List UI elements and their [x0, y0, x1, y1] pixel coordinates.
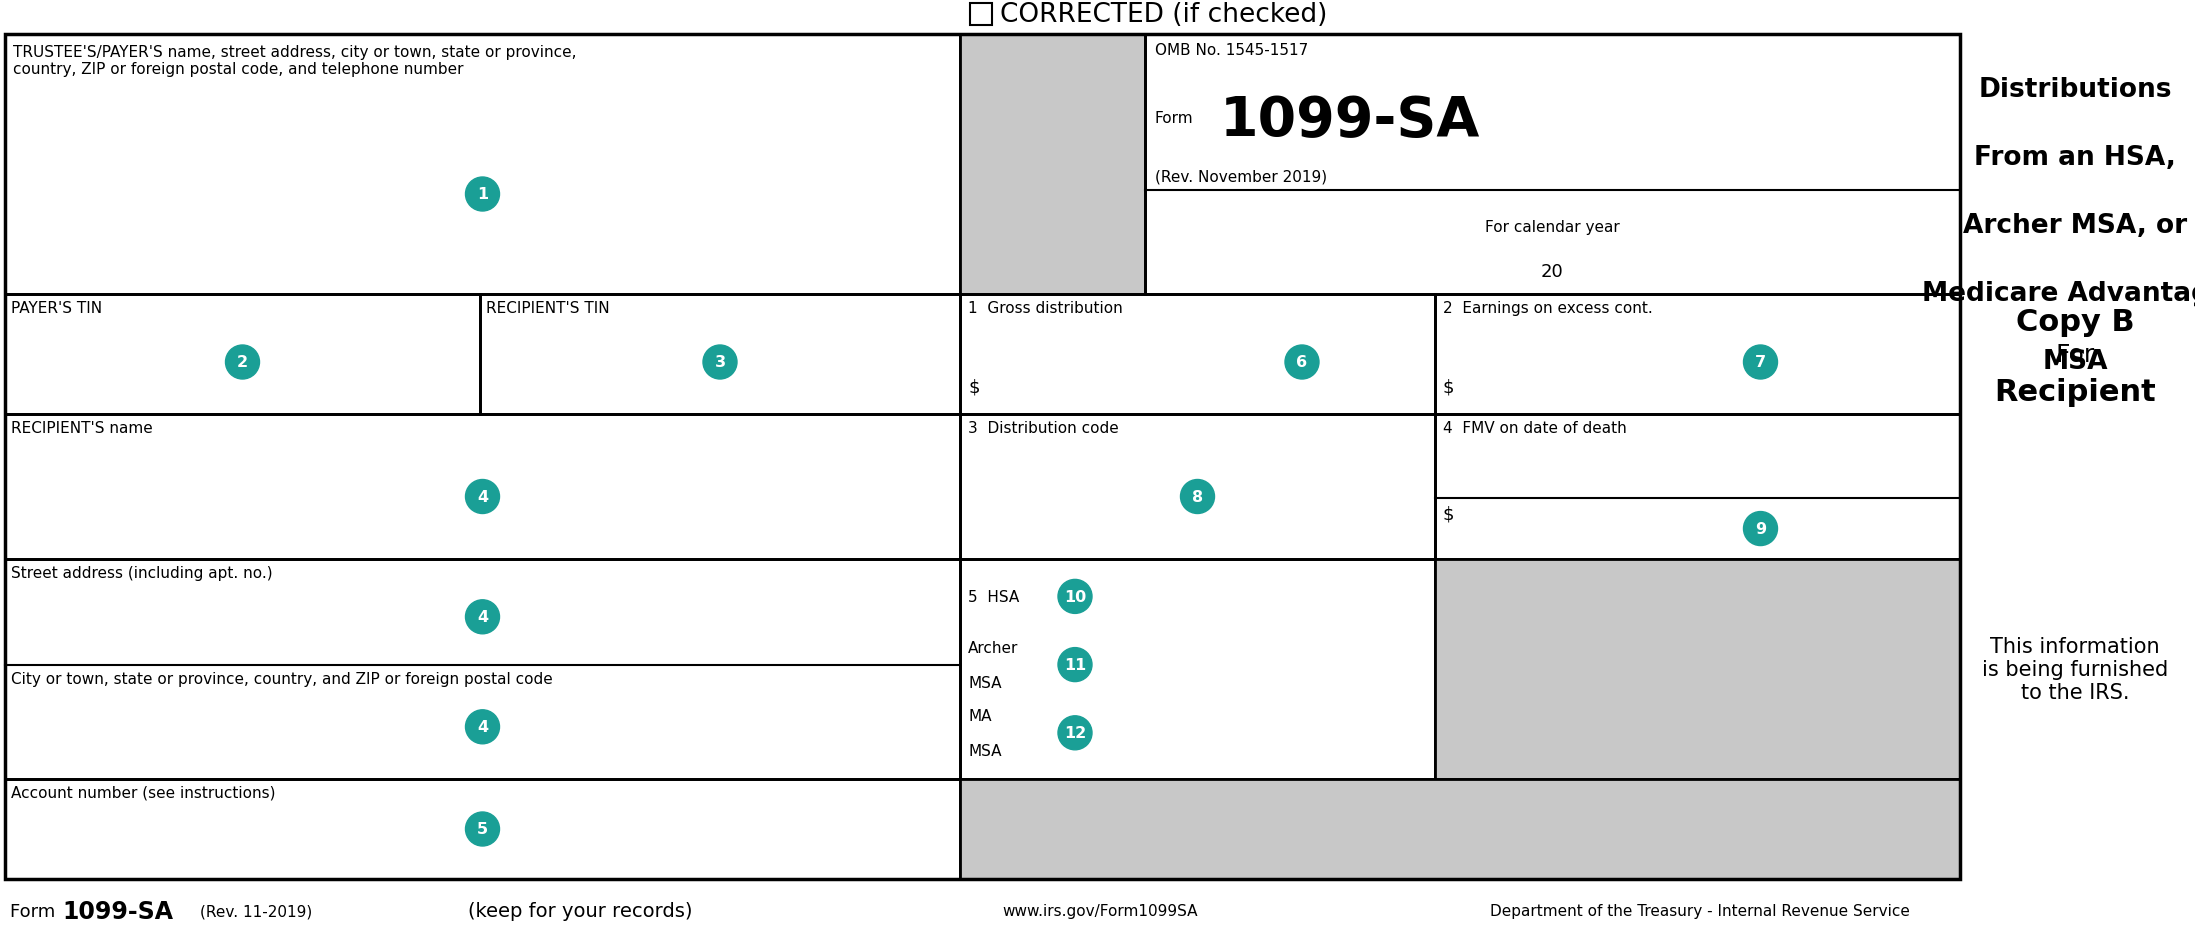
Bar	[4, 779, 959, 879]
Bar	[1436, 414, 1960, 560]
Bar	[1436, 295, 1960, 414]
Text: 4: 4	[476, 490, 487, 504]
Circle shape	[226, 346, 259, 379]
Bar	[959, 560, 1436, 779]
Circle shape	[465, 480, 500, 514]
Circle shape	[1058, 580, 1091, 614]
Text: $: $	[1442, 504, 1455, 523]
Bar	[4, 35, 959, 295]
Text: Street address (including apt. no.): Street address (including apt. no.)	[11, 565, 272, 581]
Text: 4: 4	[476, 610, 487, 625]
Text: 1099-SA: 1099-SA	[61, 899, 173, 923]
Bar	[959, 35, 1146, 295]
Text: 1  Gross distribution: 1 Gross distribution	[968, 301, 1124, 315]
Text: CORRECTED (if checked): CORRECTED (if checked)	[1001, 2, 1328, 28]
Bar	[4, 295, 481, 414]
Text: For: For	[2055, 343, 2094, 366]
Text: For calendar year: For calendar year	[1486, 220, 1620, 235]
Circle shape	[1743, 346, 1778, 379]
Bar	[1146, 35, 1960, 295]
Bar	[481, 295, 959, 414]
Circle shape	[1743, 512, 1778, 546]
Text: (Rev. 11-2019): (Rev. 11-2019)	[200, 903, 312, 919]
Circle shape	[465, 710, 500, 744]
Bar	[970, 4, 992, 26]
Circle shape	[702, 346, 738, 379]
Circle shape	[1284, 346, 1319, 379]
Text: (Rev. November 2019): (Rev. November 2019)	[1155, 170, 1328, 185]
Text: OMB No. 1545-1517: OMB No. 1545-1517	[1155, 43, 1308, 58]
Text: 12: 12	[1065, 726, 1087, 740]
Text: MSA: MSA	[2041, 348, 2107, 375]
Text: 3  Distribution code: 3 Distribution code	[968, 421, 1119, 435]
Circle shape	[465, 177, 500, 211]
Bar	[959, 295, 1436, 414]
Text: Recipient: Recipient	[1993, 379, 2155, 407]
Text: 9: 9	[1756, 521, 1767, 536]
Text: 1: 1	[476, 187, 487, 202]
Text: 5: 5	[476, 821, 487, 836]
Text: 2  Earnings on excess cont.: 2 Earnings on excess cont.	[1442, 301, 1653, 315]
Circle shape	[1181, 480, 1214, 514]
Circle shape	[465, 812, 500, 846]
Text: MSA: MSA	[968, 675, 1001, 690]
Text: 8: 8	[1192, 490, 1203, 504]
Text: MSA: MSA	[968, 743, 1001, 758]
Bar	[4, 414, 959, 560]
Bar	[1436, 560, 1960, 779]
Bar	[4, 35, 1960, 879]
Text: 2: 2	[237, 355, 248, 370]
Text: Account number (see instructions): Account number (see instructions)	[11, 785, 277, 801]
Text: 1099-SA: 1099-SA	[1220, 94, 1479, 148]
Text: Distributions: Distributions	[1978, 76, 2171, 103]
Text: PAYER'S TIN: PAYER'S TIN	[11, 301, 103, 315]
Bar	[959, 414, 1436, 560]
Circle shape	[1058, 648, 1091, 682]
Text: 4: 4	[476, 719, 487, 734]
Text: 4  FMV on date of death: 4 FMV on date of death	[1442, 421, 1626, 435]
Text: 5  HSA: 5 HSA	[968, 589, 1018, 604]
Text: (keep for your records): (keep for your records)	[468, 902, 691, 920]
Text: www.irs.gov/Form1099SA: www.irs.gov/Form1099SA	[1003, 903, 1198, 919]
Text: 6: 6	[1297, 355, 1308, 370]
Text: RECIPIENT'S TIN: RECIPIENT'S TIN	[485, 301, 610, 315]
Circle shape	[465, 600, 500, 634]
Text: Department of the Treasury - Internal Revenue Service: Department of the Treasury - Internal Re…	[1490, 903, 1910, 919]
Text: MA: MA	[968, 708, 992, 723]
Text: 20: 20	[1541, 262, 1563, 280]
Circle shape	[1058, 716, 1091, 750]
Text: 3: 3	[713, 355, 727, 370]
Text: RECIPIENT'S name: RECIPIENT'S name	[11, 421, 154, 435]
Bar	[4, 560, 959, 779]
Text: From an HSA,: From an HSA,	[1973, 144, 2175, 171]
Text: Archer: Archer	[968, 640, 1018, 655]
Text: 7: 7	[1756, 355, 1767, 370]
Text: $: $	[968, 379, 979, 396]
Text: 11: 11	[1065, 657, 1087, 672]
Text: 10: 10	[1065, 589, 1087, 604]
Text: Form: Form	[1155, 110, 1194, 126]
Text: Form: Form	[11, 902, 61, 920]
Text: $: $	[1442, 379, 1455, 396]
Text: Copy B: Copy B	[2015, 308, 2134, 337]
Text: This information
is being furnished
to the IRS.: This information is being furnished to t…	[1982, 636, 2169, 702]
Bar	[959, 779, 1960, 879]
Text: Medicare Advantage: Medicare Advantage	[1923, 280, 2195, 307]
Text: Archer MSA, or: Archer MSA, or	[1962, 212, 2186, 239]
Text: City or town, state or province, country, and ZIP or foreign postal code: City or town, state or province, country…	[11, 671, 553, 686]
Text: TRUSTEE'S/PAYER'S name, street address, city or town, state or province,
country: TRUSTEE'S/PAYER'S name, street address, …	[13, 45, 577, 77]
